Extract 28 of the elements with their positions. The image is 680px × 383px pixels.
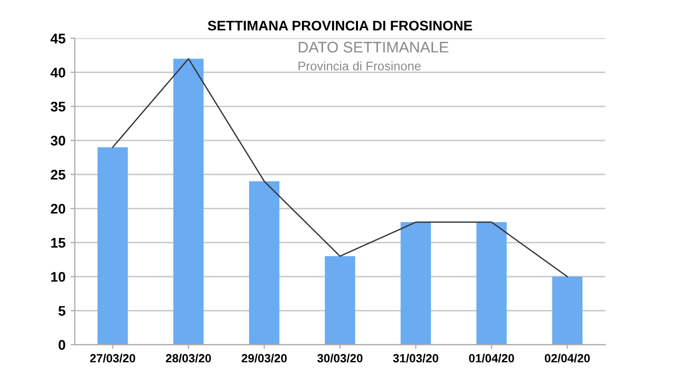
x-tick-label: 30/03/20 (317, 354, 362, 363)
x-tick-label: 02/04/20 (544, 354, 590, 363)
bar (476, 222, 507, 345)
x-tick-label: 28/03/20 (166, 354, 211, 363)
bar (173, 58, 204, 345)
bar (552, 276, 582, 345)
y-tick-label: 20 (50, 204, 66, 214)
line-series (112, 58, 568, 278)
y-tick-label: 30 (50, 136, 66, 146)
bar (249, 181, 280, 345)
x-tick-label: 29/03/20 (242, 354, 287, 363)
bar (98, 147, 128, 345)
y-tick-label: 45 (50, 34, 66, 44)
annotation: Provincia di Frosinone (298, 61, 421, 70)
x-tick-label: 27/03/20 (90, 354, 136, 363)
bar (324, 256, 356, 345)
y-tick-label: 10 (51, 272, 66, 282)
x-tick-label: 01/04/20 (469, 354, 514, 363)
chart-title: SETTIMANA PROVINCIA DI FROSINONE (208, 20, 472, 31)
y-tick-label: 0 (58, 340, 66, 350)
annotation: DATO SETTIMANALE (298, 42, 448, 53)
y-tick-label: 5 (58, 306, 66, 316)
y-tick-label: 15 (51, 238, 66, 248)
y-tick-label: 25 (50, 170, 66, 180)
y-tick-label: 35 (50, 102, 66, 112)
bar (400, 222, 431, 345)
x-tick-label: 31/03/20 (393, 354, 438, 363)
y-tick-label: 40 (50, 68, 66, 78)
